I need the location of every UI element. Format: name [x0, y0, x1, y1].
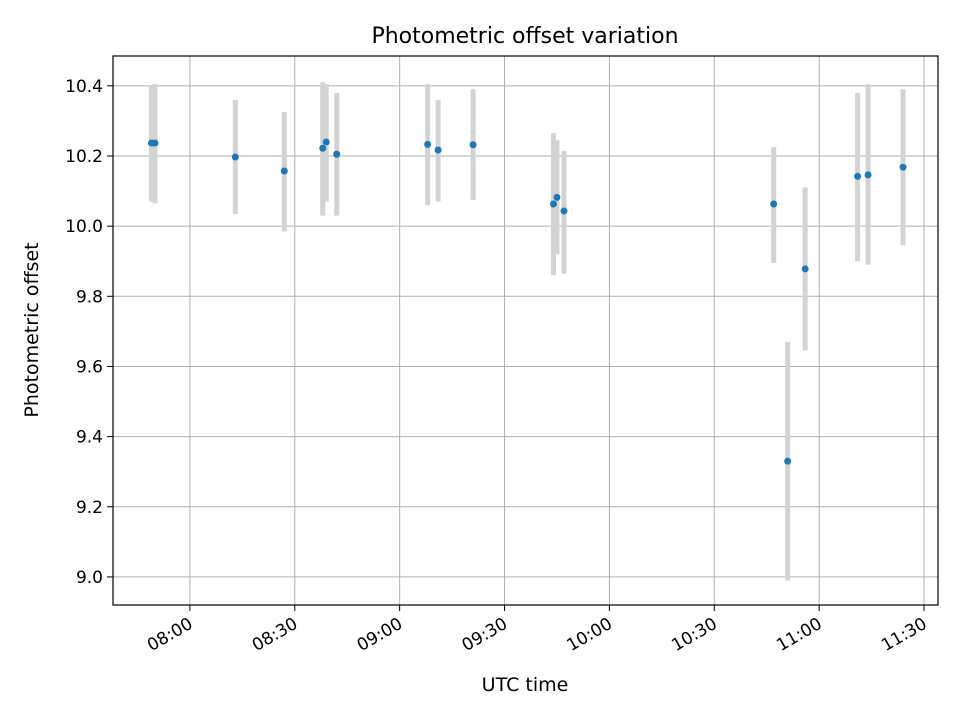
data-point	[899, 163, 907, 171]
data-point	[319, 144, 327, 152]
data-point	[469, 141, 477, 149]
data-point	[151, 139, 159, 147]
y-tick-label: 10.2	[65, 147, 103, 167]
chart-title: Photometric offset variation	[371, 24, 678, 49]
data-point	[553, 193, 561, 201]
y-axis-ticks: 9.0 9.2 9.4 9.6 9.8 10.0 10.2 10.4	[65, 77, 113, 588]
data-point	[864, 171, 872, 179]
data-point	[784, 457, 792, 465]
x-axis-label: UTC time	[482, 674, 569, 696]
y-tick-label: 9.8	[76, 287, 103, 307]
data-point	[434, 146, 442, 154]
y-tick-label: 10.0	[65, 217, 103, 237]
data-point	[322, 138, 330, 146]
x-tick-label: 11:30	[878, 614, 930, 656]
data-point	[770, 200, 778, 208]
data-point	[333, 150, 341, 158]
data-point	[549, 200, 557, 208]
x-tick-label: 09:30	[459, 614, 511, 656]
y-tick-label: 9.4	[76, 428, 103, 448]
y-tick-label: 9.6	[76, 357, 103, 377]
y-tick-label: 9.0	[76, 568, 103, 588]
x-tick-label: 11:00	[773, 614, 825, 656]
x-tick-label: 09:00	[354, 614, 406, 656]
data-point	[801, 265, 809, 273]
data-point	[560, 207, 568, 215]
error-bars	[148, 82, 906, 581]
x-tick-label: 10:00	[563, 614, 615, 656]
data-points	[147, 138, 907, 465]
y-axis-label: Photometric offset	[21, 242, 43, 417]
x-tick-label: 08:30	[249, 614, 301, 656]
x-tick-label: 08:00	[144, 614, 196, 656]
data-point	[280, 167, 288, 175]
y-tick-label: 10.4	[65, 77, 103, 97]
data-point	[231, 153, 239, 161]
x-axis-ticks: 08:00 08:30 09:00 09:30 10:00 10:30 11:00 11:30	[144, 605, 931, 656]
data-point	[854, 172, 862, 180]
x-tick-label: 10:30	[668, 614, 720, 656]
plot-frame	[112, 55, 939, 606]
grid-lines	[113, 56, 938, 605]
data-point	[424, 140, 432, 148]
y-tick-label: 9.2	[76, 498, 103, 518]
